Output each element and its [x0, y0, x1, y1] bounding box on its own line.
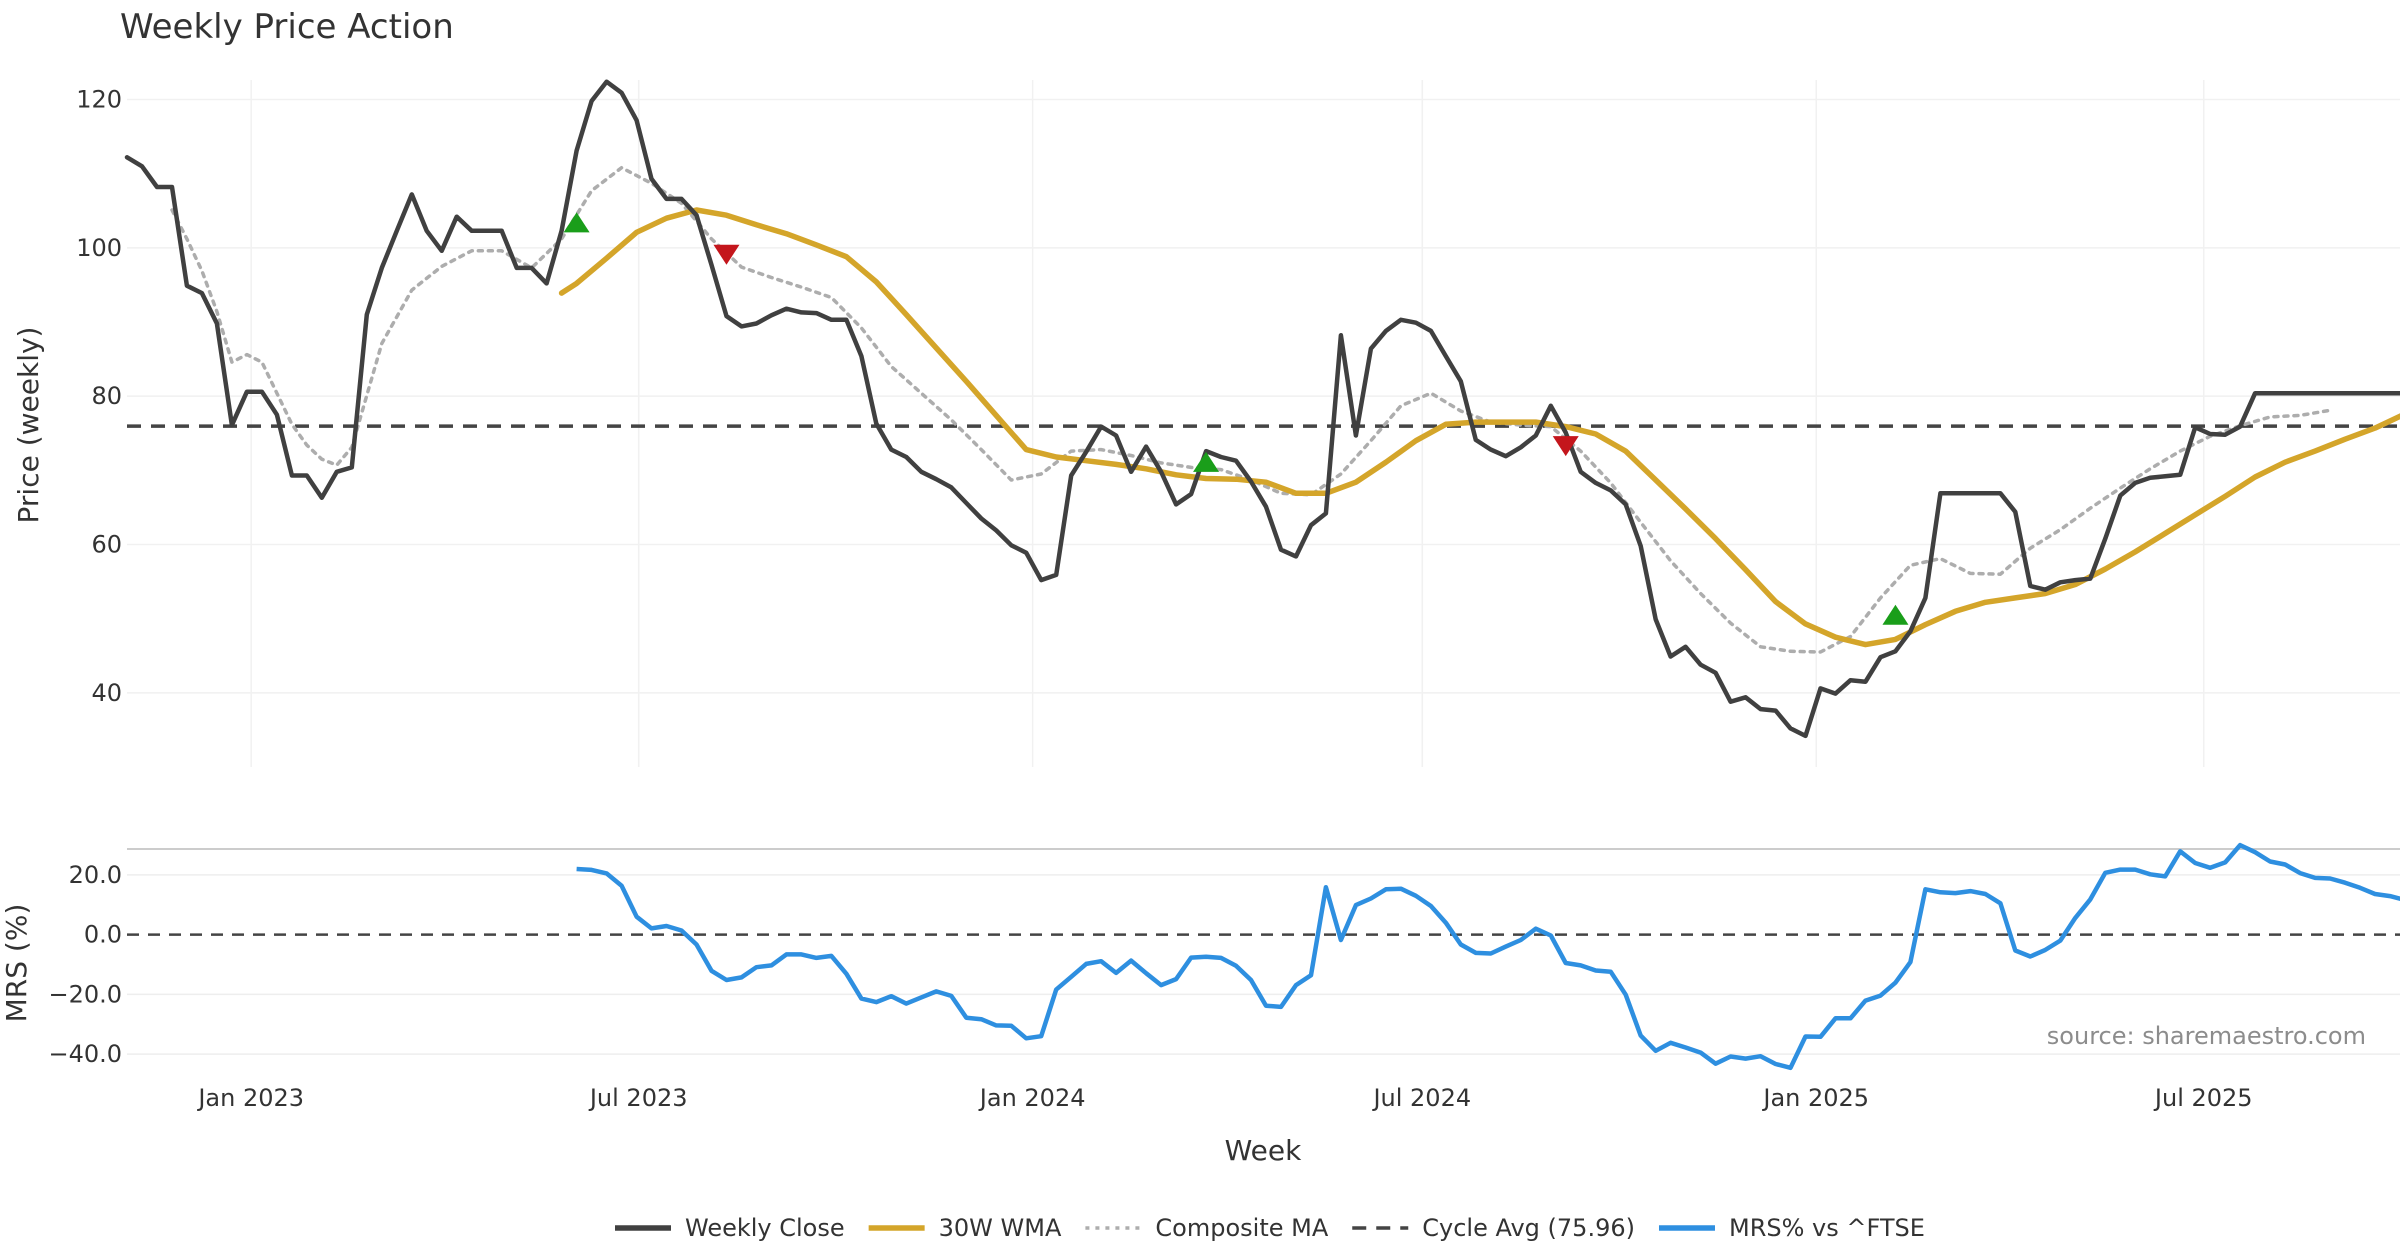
legend-label: Weekly Close [685, 1214, 845, 1242]
price-y-ticks: 40 60 80 100 120 [76, 86, 122, 707]
price-y-tick-label: 40 [91, 679, 122, 707]
price-y-tick-label: 120 [76, 86, 122, 114]
x-tick-label: Jul 2024 [1371, 1084, 1471, 1112]
legend-label: MRS% vs ^FTSE [1729, 1214, 1925, 1242]
x-ticks: Jan 2023 Jul 2023 Jan 2024 Jul 2024 Jan 2025… [196, 1084, 2252, 1112]
mrs-y-ticks: −40.0 −20.0 0.0 20.0 [48, 861, 122, 1068]
price-y-tick-label: 80 [91, 382, 122, 410]
buy-signal-marker [1193, 451, 1220, 472]
legend: Weekly Close 30W WMA Composite MA Cycle Avg… [615, 1214, 1925, 1242]
weekly-close-line [124, 79, 2400, 739]
legend-item: 30W WMA [868, 1214, 1062, 1242]
legend-item: Composite MA [1085, 1214, 1329, 1242]
legend-item: MRS% vs ^FTSE [1658, 1214, 1925, 1242]
price-grid [127, 80, 2400, 767]
x-tick-label: Jan 2023 [196, 1084, 304, 1112]
signal-markers [563, 212, 1909, 625]
mrs-y-tick-label: −40.0 [48, 1040, 122, 1068]
legend-label: Cycle Avg (75.96) [1422, 1214, 1635, 1242]
mrs-y-tick-label: 0.0 [84, 921, 122, 949]
x-tick-label: Jan 2025 [1761, 1084, 1869, 1112]
composite-ma-line [170, 165, 2332, 654]
price-y-axis-title: Price (weekly) [12, 327, 45, 524]
wma-30w-line [558, 207, 2400, 648]
legend-item: Cycle Avg (75.96) [1352, 1214, 1635, 1242]
legend-item: Weekly Close [615, 1214, 845, 1242]
x-axis-title: Week [1225, 1134, 1302, 1167]
x-tick-label: Jul 2023 [588, 1084, 688, 1112]
legend-label: 30W WMA [939, 1214, 1062, 1242]
legend-label: Composite MA [1155, 1214, 1328, 1242]
sell-signal-marker [1552, 436, 1579, 457]
x-tick-label: Jul 2025 [2153, 1084, 2253, 1112]
price-y-tick-label: 60 [91, 531, 122, 559]
mrs-y-tick-label: 20.0 [69, 861, 122, 889]
price-series [124, 79, 2400, 739]
buy-signal-marker [1882, 604, 1909, 625]
sell-signal-marker [713, 244, 740, 265]
source-credit: source: sharemaestro.com [2047, 1022, 2366, 1050]
mrs-line [576, 842, 2400, 1071]
price-y-tick-label: 100 [76, 234, 122, 262]
mrs-y-tick-label: −20.0 [48, 980, 122, 1008]
mrs-y-axis-title: MRS (%) [0, 904, 33, 1023]
mrs-series [576, 842, 2400, 1071]
chart-title: Weekly Price Action [120, 7, 454, 47]
mrs-grid [127, 874, 2400, 1055]
x-tick-label: Jan 2024 [978, 1084, 1086, 1112]
buy-signal-marker [563, 212, 590, 233]
